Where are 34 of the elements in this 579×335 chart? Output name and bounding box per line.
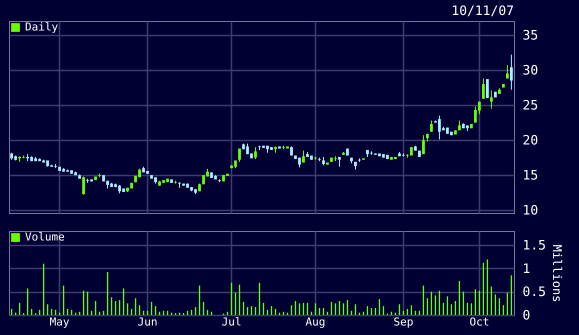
candlestick xyxy=(474,106,477,124)
candlestick xyxy=(202,174,205,185)
x-tick-label: Sep xyxy=(394,316,414,328)
y-tick-label: 25 xyxy=(522,98,538,114)
x-tick-label: Jul xyxy=(222,316,242,328)
y-tick-label: 15 xyxy=(522,168,538,184)
y-axis-title: Millions xyxy=(550,244,564,302)
candlestick xyxy=(422,134,425,155)
x-tick-label: May xyxy=(50,316,70,328)
x-tick-label: Oct xyxy=(469,316,490,328)
candlestick xyxy=(254,146,257,160)
candlestick xyxy=(486,78,489,99)
y-tick-label: 10 xyxy=(522,204,538,219)
candlestick xyxy=(482,78,485,100)
candlestick xyxy=(490,90,493,110)
legend-label: Volume xyxy=(25,230,65,244)
y-tick-label: 20 xyxy=(522,134,538,149)
y-tick-label: 1.5 xyxy=(522,238,546,254)
text: 10/11/07 xyxy=(451,4,514,19)
legend-label: Daily xyxy=(25,20,58,34)
y-tick-label: 35 xyxy=(522,28,538,44)
candlestick xyxy=(238,148,241,162)
x-tick-label: Jun xyxy=(138,316,158,328)
y-tick-label: 0 xyxy=(522,308,530,324)
candlestick xyxy=(298,157,301,168)
x-tick-label: Aug xyxy=(306,316,326,328)
y-tick-label: 30 xyxy=(522,64,538,79)
candlestick xyxy=(438,115,441,140)
y-tick-label: 0.5 xyxy=(522,285,546,300)
candlestick xyxy=(506,64,509,79)
y-tick-label: 1 xyxy=(522,262,530,277)
candlestick xyxy=(458,120,461,131)
candlestick xyxy=(510,54,513,90)
candlestick xyxy=(82,176,85,196)
